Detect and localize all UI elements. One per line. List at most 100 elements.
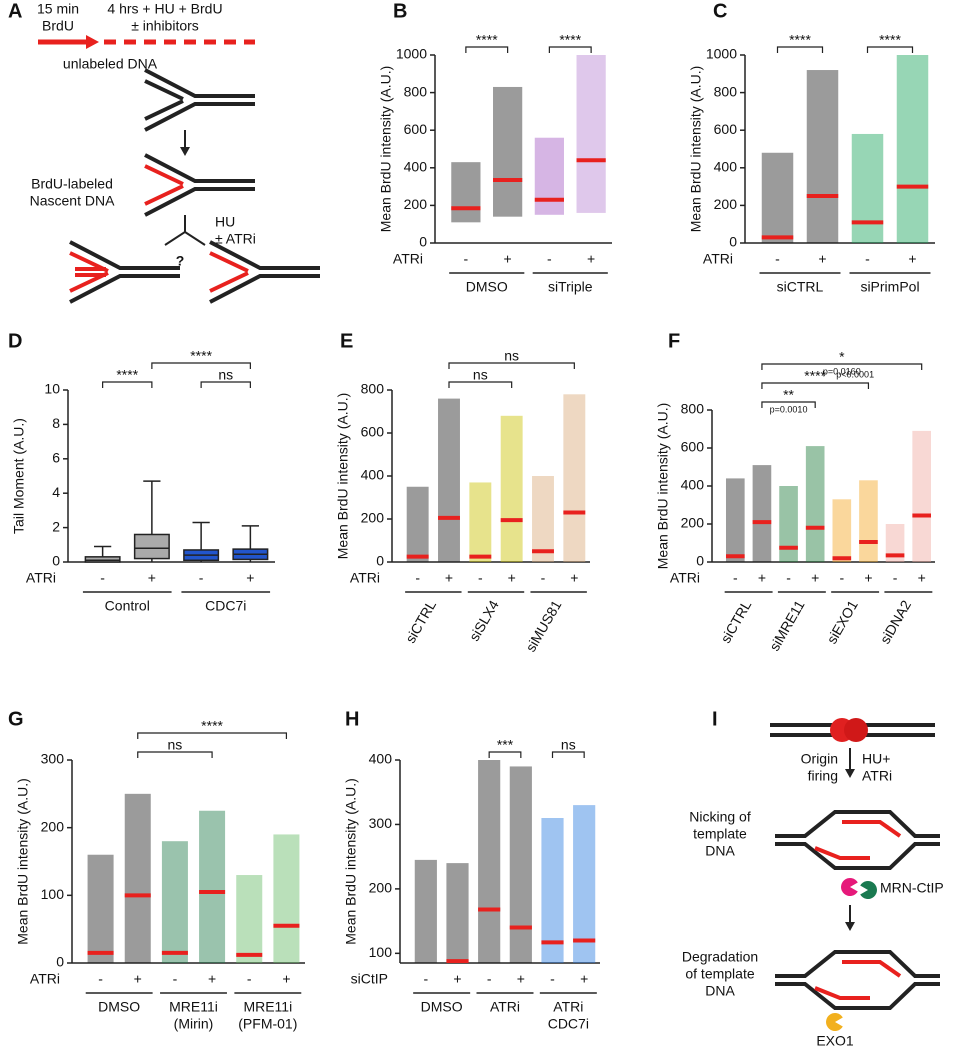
- panel-letter: A: [8, 0, 22, 22]
- category-label: -: [547, 251, 552, 267]
- label: 4 hrs + HU + BrdU: [107, 1, 222, 17]
- label: firing: [808, 768, 838, 784]
- value-range: [451, 162, 481, 223]
- significance-label: ****: [190, 348, 212, 364]
- bracket: [761, 363, 923, 370]
- value-range: [199, 810, 226, 963]
- value-range: [761, 152, 794, 243]
- category-label: -: [839, 570, 844, 586]
- significance-label: ****: [879, 32, 901, 48]
- bracket: [137, 751, 213, 758]
- y-tick-label: 100: [41, 886, 65, 902]
- category-label: -: [415, 570, 420, 586]
- category-label: +: [918, 570, 926, 586]
- y-axis-label: Mean BrdU intensity (A.U.): [335, 393, 351, 560]
- y-tick-label: 0: [52, 553, 60, 569]
- y-tick-label: 100: [369, 944, 393, 960]
- significance-label: **: [783, 387, 794, 403]
- value-range: [406, 486, 429, 562]
- group-label: MRE11i: [169, 999, 218, 1015]
- group-label: siCTRL: [402, 597, 439, 646]
- label: template: [693, 826, 747, 842]
- y-tick-label: 10: [44, 381, 60, 397]
- group-label: DMSO: [466, 279, 508, 295]
- p-value: p=0.0160: [823, 366, 861, 376]
- y-tick-label: 200: [369, 880, 393, 896]
- value-range: [534, 137, 564, 215]
- label: ± ATRi: [215, 231, 256, 247]
- y-tick-label: 800: [681, 401, 705, 417]
- fork: [143, 153, 257, 217]
- category-label: -: [893, 570, 898, 586]
- significance-label: ns: [504, 348, 519, 364]
- panel-letter: E: [340, 330, 353, 352]
- y-tick-label: 200: [41, 818, 65, 834]
- value-range: [87, 854, 114, 963]
- y-tick-label: 400: [681, 477, 705, 493]
- p-value: p<0.0001: [836, 369, 874, 379]
- row-label: ATRi: [393, 251, 423, 267]
- y-tick-label: 600: [404, 121, 428, 137]
- value-range: [509, 766, 532, 963]
- category-label: +: [504, 251, 512, 267]
- y-tick-label: 0: [729, 234, 737, 250]
- category-label: -: [464, 251, 469, 267]
- significance-label: ns: [218, 367, 233, 383]
- category-label: +: [818, 251, 826, 267]
- value-range: [885, 524, 905, 562]
- bracket: [102, 381, 153, 388]
- label: Degradation: [682, 949, 758, 965]
- y-tick-label: 8: [52, 415, 60, 431]
- category-label: +: [758, 570, 766, 586]
- value-range: [124, 793, 151, 963]
- box: [84, 556, 121, 563]
- value-range: [541, 818, 564, 963]
- significance-label: ns: [473, 367, 488, 383]
- label: EXO1: [816, 1033, 854, 1049]
- panel-letter: F: [668, 330, 680, 352]
- value-range: [532, 476, 554, 562]
- group-label: siPrimPol: [860, 279, 919, 295]
- label: 15 min: [37, 1, 79, 17]
- group-label: (PFM-01): [238, 1016, 297, 1032]
- label: ?: [176, 253, 185, 269]
- label: unlabeled DNA: [63, 56, 158, 72]
- y-axis-label: Mean BrdU intensity (A.U.): [15, 778, 31, 945]
- value-range: [805, 446, 825, 562]
- bracket: [548, 46, 592, 53]
- label: BrdU-labeled: [31, 176, 113, 192]
- group-label: ATRi: [490, 999, 520, 1015]
- y-tick-label: 200: [681, 515, 705, 531]
- group-label: siSLX4: [466, 597, 502, 644]
- group-label: Control: [105, 598, 150, 614]
- group-label: siMRE11: [766, 597, 808, 653]
- row-label: ATRi: [350, 570, 380, 586]
- significance-label: ****: [789, 32, 811, 48]
- category-label: -: [423, 971, 428, 987]
- value-range: [573, 805, 596, 963]
- significance-label: ***: [497, 737, 514, 753]
- value-range: [438, 398, 460, 562]
- y-tick-label: 0: [376, 553, 384, 569]
- category-label: +: [517, 971, 525, 987]
- value-range: [832, 499, 852, 562]
- category-label: +: [570, 570, 578, 586]
- category-label: +: [587, 251, 595, 267]
- label: DNA: [705, 843, 735, 859]
- y-tick-label: 0: [696, 553, 704, 569]
- value-range: [779, 486, 798, 562]
- value-range: [851, 133, 884, 243]
- panel-letter: I: [712, 708, 718, 730]
- row-label: ATRi: [703, 251, 733, 267]
- y-tick-label: 200: [714, 196, 738, 212]
- bracket: [761, 401, 816, 408]
- diagram-a: A 15 min BrdU 4 hrs + HU + BrdU ± inhibi…: [8, 0, 322, 304]
- significance-label: *: [839, 349, 845, 365]
- row-label: ATRi: [26, 570, 56, 586]
- bracket: [137, 732, 288, 739]
- y-tick-label: 4: [52, 484, 60, 500]
- y-tick-label: 2: [52, 518, 60, 534]
- value-range: [469, 482, 492, 562]
- bracket: [465, 46, 509, 53]
- significance-label: ****: [559, 32, 581, 48]
